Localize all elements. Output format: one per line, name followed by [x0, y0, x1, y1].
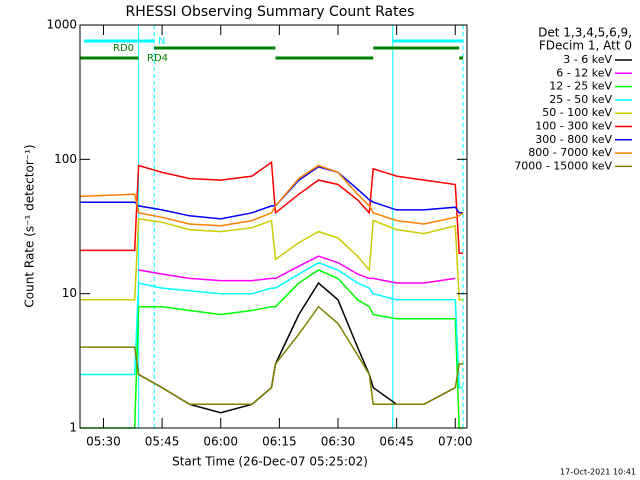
flag-label: N — [158, 36, 165, 47]
legend-header: FDecim 1, Att 0 — [539, 39, 632, 53]
x-tick-label: 07:00 — [438, 435, 473, 449]
plot-frame — [79, 24, 468, 429]
x-tick-label: 05:45 — [145, 435, 180, 449]
x-tick-label: 06:00 — [203, 435, 238, 449]
legend-label: 12 - 25 keV — [549, 80, 612, 93]
series-line — [80, 269, 464, 429]
timestamp: 17-Oct-2021 10:41 — [560, 468, 636, 477]
series-line — [80, 165, 464, 220]
series-line — [80, 218, 464, 301]
legend-label: 3 - 6 keV — [563, 53, 612, 66]
series-line — [138, 281, 456, 414]
y-axis-label: Count Rate (s⁻¹ detector⁻¹) — [23, 144, 37, 307]
x-tick-label: 05:30 — [86, 435, 121, 449]
series-line — [80, 160, 464, 254]
y-tick-label: 1000 — [46, 18, 77, 32]
x-tick-label: 06:15 — [262, 435, 297, 449]
flag-label: RD4 — [147, 53, 168, 64]
legend-label: 300 - 800 keV — [535, 133, 612, 146]
legend-label: 6 - 12 keV — [556, 66, 612, 79]
flag-label: RD0 — [113, 43, 134, 54]
legend-header: Det 1,3,4,5,6,9, — [538, 26, 632, 40]
series-line — [79, 164, 464, 227]
series-line — [80, 261, 464, 389]
legend-label: 7000 - 15000 keV — [514, 159, 612, 172]
legend-label: 50 - 100 keV — [542, 106, 612, 119]
y-tick-label: 10 — [62, 286, 77, 300]
legend-label: 100 - 300 keV — [535, 120, 612, 133]
y-tick-label: 1 — [69, 421, 77, 435]
legend-label: 800 - 7000 keV — [528, 146, 612, 159]
legend-label: 25 - 50 keV — [549, 93, 612, 106]
series-line — [138, 255, 456, 284]
y-tick-label: 100 — [54, 152, 77, 166]
series-line — [80, 305, 464, 406]
x-tick-label: 06:30 — [321, 435, 356, 449]
x-tick-label: 06:45 — [379, 435, 414, 449]
chart-title: RHESSI Observing Summary Count Rates — [126, 4, 415, 20]
x-axis-label: Start Time (26-Dec-07 05:25:02) — [172, 455, 368, 469]
